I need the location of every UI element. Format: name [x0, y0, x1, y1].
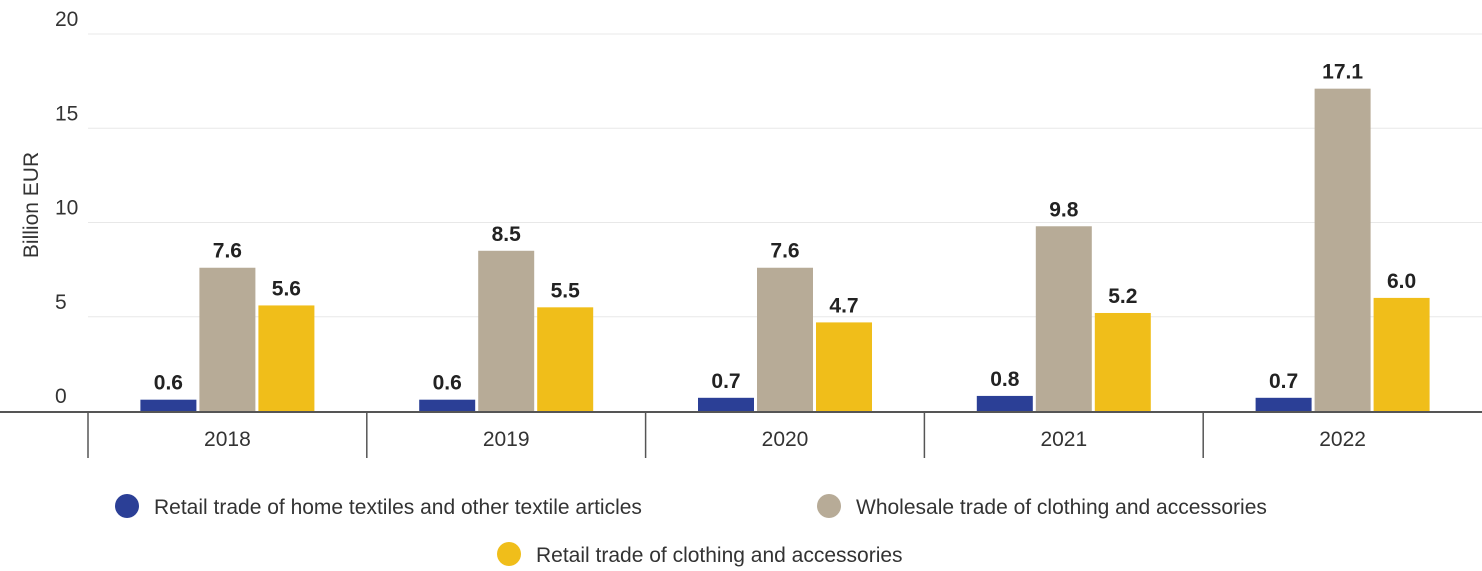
data-labels: 0.6 7.6 5.6 0.6 8.5 5.5 0.7 7.6 4.7 0.8 9.8 5.2 0.7 1… — [154, 61, 1416, 395]
data-label: 0.6 — [154, 372, 183, 395]
data-label: 5.5 — [551, 279, 581, 302]
data-label: 5.6 — [272, 277, 301, 300]
y-tick-label: 10 — [55, 197, 78, 220]
legend-label: Retail trade of home textiles and other … — [154, 496, 642, 519]
x-tick-label: 2019 — [483, 428, 530, 451]
bar — [698, 397, 754, 411]
bar — [478, 250, 535, 411]
x-tick-label: 2018 — [204, 428, 251, 451]
bar — [140, 399, 197, 411]
x-tick-label: 2020 — [762, 428, 809, 451]
data-label: 0.6 — [433, 372, 462, 395]
y-tick-label: 5 — [55, 291, 67, 314]
bar — [199, 267, 256, 411]
legend: Retail trade of home textiles and other … — [115, 494, 1267, 567]
bar — [419, 399, 476, 411]
bars — [140, 88, 1430, 411]
data-label: 17.1 — [1322, 61, 1363, 84]
data-label: 0.7 — [711, 370, 740, 393]
data-label: 0.8 — [990, 368, 1020, 391]
y-axis-label: Billion EUR — [20, 152, 43, 258]
bar — [1094, 312, 1151, 411]
data-label: 4.7 — [829, 294, 858, 317]
legend-marker — [115, 494, 139, 518]
data-label: 8.5 — [492, 223, 522, 246]
legend-label: Retail trade of clothing and accessories — [536, 544, 903, 567]
bar — [258, 305, 315, 411]
bar — [1314, 88, 1371, 411]
x-axis: 2018 2019 2020 2021 2022 — [0, 411, 1482, 458]
bar — [1035, 226, 1092, 411]
data-label: 0.7 — [1269, 370, 1298, 393]
x-tick-label: 2021 — [1040, 428, 1087, 451]
y-axis-ticks: 0 5 10 15 20 — [55, 8, 78, 408]
data-label: 7.6 — [213, 240, 242, 263]
y-tick-label: 15 — [55, 102, 78, 125]
legend-marker — [817, 494, 841, 518]
data-label: 7.6 — [770, 240, 799, 263]
legend-marker — [497, 542, 521, 566]
bar — [1255, 397, 1312, 411]
y-tick-label: 20 — [55, 8, 78, 31]
bar — [976, 395, 1033, 411]
bar — [537, 307, 594, 411]
data-label: 6.0 — [1387, 270, 1416, 293]
bar — [816, 322, 872, 411]
bar — [757, 267, 813, 411]
bar — [1373, 297, 1430, 411]
legend-label: Wholesale trade of clothing and accessor… — [856, 496, 1267, 519]
data-label: 9.8 — [1049, 198, 1079, 221]
data-label: 5.2 — [1108, 285, 1137, 308]
y-tick-label: 0 — [55, 385, 67, 408]
x-tick-label: 2022 — [1319, 428, 1366, 451]
